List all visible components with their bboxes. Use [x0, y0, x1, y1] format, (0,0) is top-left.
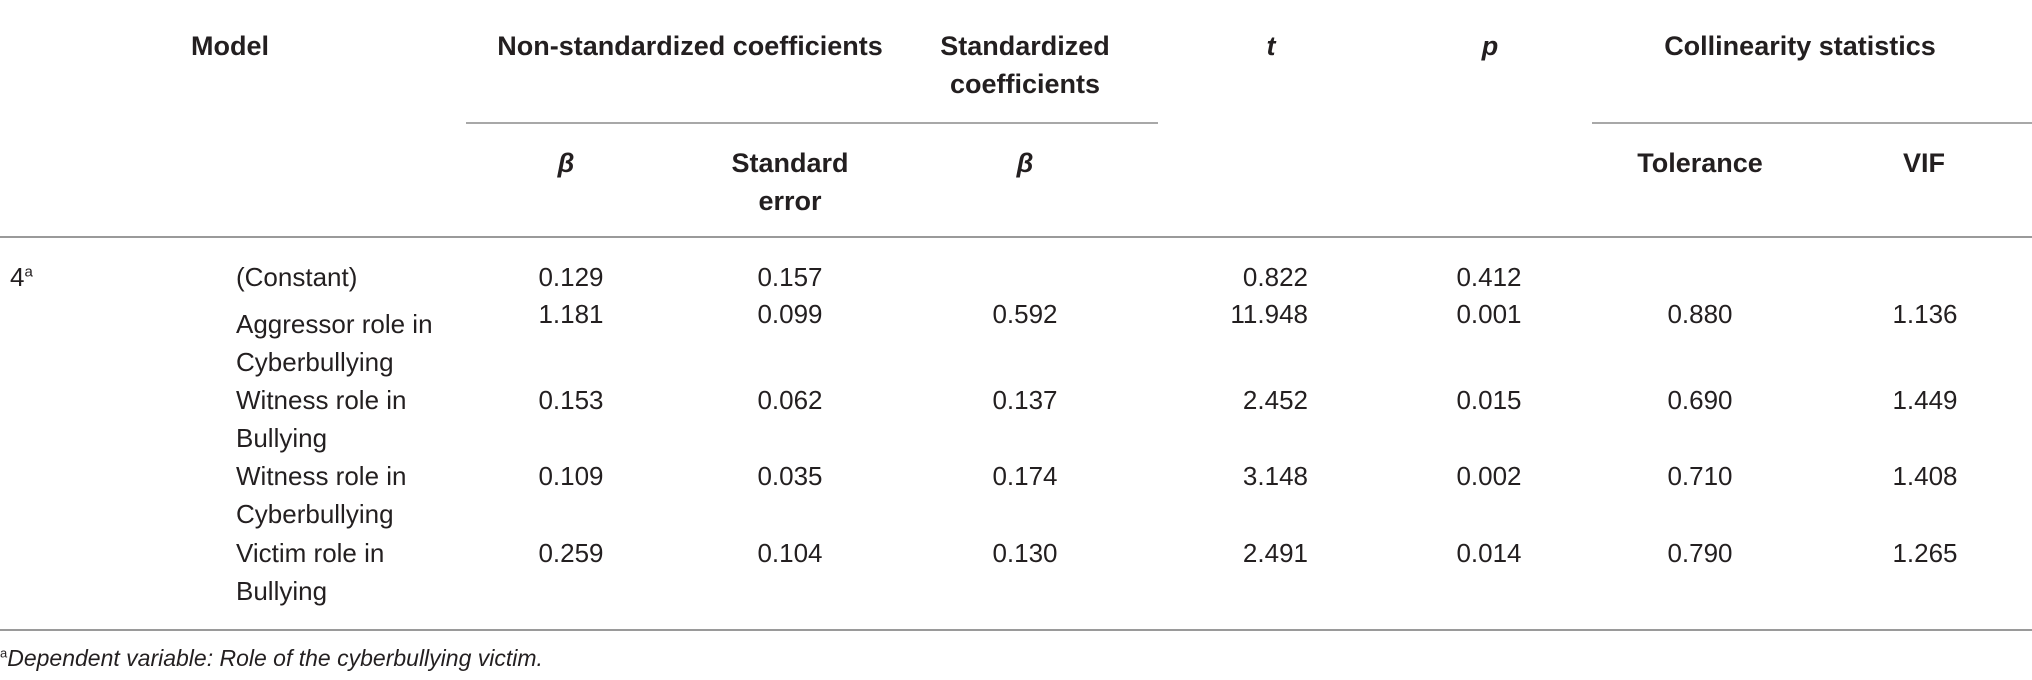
row-constant-beta: 0.129 — [538, 262, 604, 292]
row-witness-bullying-p: 0.015 — [1456, 385, 1522, 415]
row-witness-cyber-vif: 1.408 — [1892, 461, 1958, 491]
rule-under-collinearity — [1592, 122, 2032, 124]
row-witness-bullying-label-line1: Witness role in — [236, 385, 407, 415]
header-standardized-coefficients-line2: coefficients — [949, 69, 1101, 99]
table-footnote: aDependent variable: Role of the cyberbu… — [0, 643, 543, 673]
row-victim-bullying-tolerance: 0.790 — [1667, 538, 1733, 568]
row-witness-bullying-vif: 1.449 — [1892, 385, 1958, 415]
row-victim-bullying-t: 2.491 — [1242, 538, 1308, 568]
footnote-text: Dependent variable: Role of the cyberbul… — [7, 645, 543, 671]
row-victim-bullying-label-line1: Victim role in — [236, 538, 385, 568]
rule-under-header — [0, 236, 2032, 238]
row-victim-bullying-se: 0.104 — [757, 538, 823, 568]
header-t: t — [1266, 31, 1276, 61]
header-tolerance: Tolerance — [1637, 148, 1763, 178]
row-witness-bullying-beta: 0.153 — [538, 385, 604, 415]
row-victim-bullying-label-line2: Bullying — [236, 576, 328, 606]
header-model: Model — [191, 31, 269, 61]
row-constant-t: 0.822 — [1242, 262, 1308, 292]
header-standard-error-line2: error — [758, 186, 822, 216]
row-witness-cyber-se: 0.035 — [757, 461, 823, 491]
row-witness-bullying-se: 0.062 — [757, 385, 823, 415]
row-victim-bullying-p: 0.014 — [1456, 538, 1522, 568]
row-witness-cyber-p: 0.002 — [1456, 461, 1522, 491]
header-standardized-beta: β — [1016, 148, 1034, 178]
row-witness-bullying-std-beta: 0.137 — [992, 385, 1058, 415]
row-aggressor-cyber-se: 0.099 — [757, 299, 823, 329]
row-aggressor-cyber-label-line2: Cyberbullying — [236, 347, 394, 377]
header-non-standardized-coefficients: Non-standardized coefficients — [497, 31, 883, 61]
row-witness-cyber-std-beta: 0.174 — [992, 461, 1058, 491]
row-victim-bullying-vif: 1.265 — [1892, 538, 1958, 568]
row-witness-cyber-t: 3.148 — [1242, 461, 1308, 491]
row-witness-cyber-label-line2: Cyberbullying — [236, 499, 394, 529]
row-witness-bullying-label-line2: Bullying — [236, 423, 328, 453]
row-victim-bullying-beta: 0.259 — [538, 538, 604, 568]
row-aggressor-cyber-vif: 1.136 — [1892, 299, 1958, 329]
row-victim-bullying-std-beta: 0.130 — [992, 538, 1058, 568]
header-beta: β — [557, 148, 575, 178]
header-standard-error-line1: Standard — [731, 148, 849, 178]
row-constant-p: 0.412 — [1456, 262, 1522, 292]
rule-under-coefficients — [466, 122, 1158, 124]
row-aggressor-cyber-p: 0.001 — [1456, 299, 1522, 329]
row-witness-bullying-t: 2.452 — [1242, 385, 1308, 415]
header-standardized-coefficients-line1: Standardized — [940, 31, 1110, 61]
rule-table-bottom — [0, 629, 2032, 631]
row-constant-se: 0.157 — [757, 262, 823, 292]
row-witness-cyber-beta: 0.109 — [538, 461, 604, 491]
header-p: p — [1481, 31, 1499, 61]
row-witness-bullying-tolerance: 0.690 — [1667, 385, 1733, 415]
row-witness-cyber-label-line1: Witness role in — [236, 461, 407, 491]
model-number: 4a — [10, 262, 33, 292]
row-aggressor-cyber-t: 11.948 — [1230, 299, 1308, 329]
header-collinearity-statistics: Collinearity statistics — [1664, 31, 1936, 61]
footnote-marker: a — [0, 645, 8, 661]
row-constant-label: (Constant) — [236, 262, 358, 292]
row-aggressor-cyber-label-line1: Aggressor role in — [236, 309, 433, 339]
row-aggressor-cyber-tolerance: 0.880 — [1667, 299, 1733, 329]
model-superscript: a — [24, 263, 33, 281]
row-aggressor-cyber-std-beta: 0.592 — [992, 299, 1058, 329]
row-aggressor-cyber-beta: 1.181 — [538, 299, 604, 329]
row-witness-cyber-tolerance: 0.710 — [1667, 461, 1733, 491]
header-vif: VIF — [1902, 148, 1945, 178]
